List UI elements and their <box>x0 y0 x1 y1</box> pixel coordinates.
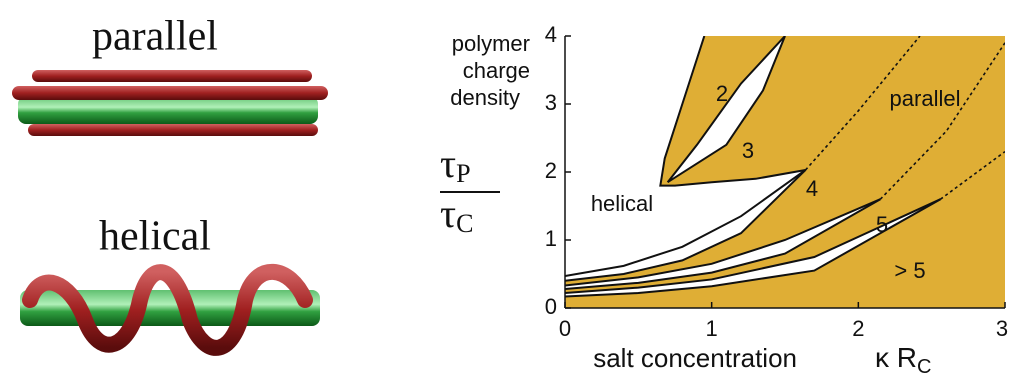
sym-sub: P <box>456 159 470 188</box>
x-tick-label: 3 <box>996 316 1008 341</box>
plot-area: 2 3 4 5> 5 helical parallel <box>565 36 1005 308</box>
region-label: helical <box>591 191 653 216</box>
rod <box>12 86 328 100</box>
x-tick-label: 2 <box>852 316 864 341</box>
x-symbol: κ RC <box>875 342 931 378</box>
region-label: 3 <box>742 138 754 163</box>
rod <box>32 70 312 82</box>
y-tick-label: 1 <box>545 226 557 251</box>
y-label: density <box>450 85 520 110</box>
y-tick-label: 4 <box>545 22 557 47</box>
sym-sub: C <box>917 356 931 378</box>
helical-title: helical <box>99 214 211 260</box>
sym-sub: C <box>456 209 473 238</box>
figure: parallel helical 2345> 5helicalparallel … <box>0 0 1014 383</box>
rod <box>28 124 318 136</box>
cylinder <box>18 96 318 124</box>
y-tick-label: 0 <box>545 294 557 319</box>
region-label: 5 <box>876 212 888 237</box>
parallel-title: parallel <box>92 14 218 60</box>
sym: τ <box>440 191 456 236</box>
region-label: parallel <box>890 86 961 111</box>
sym: τ <box>440 141 456 186</box>
y-label: charge <box>463 58 530 83</box>
region-label: > 5 <box>894 258 925 283</box>
illustrations: parallel helical <box>12 14 328 348</box>
y-symbol: τC <box>440 191 473 238</box>
x-tick-label: 1 <box>706 316 718 341</box>
y-tick-label: 2 <box>545 158 557 183</box>
y-label: polymer <box>452 31 530 56</box>
x-label: salt concentration <box>593 343 797 373</box>
x-tick-label: 0 <box>559 316 571 341</box>
y-tick-label: 3 <box>545 90 557 115</box>
sym: κ R <box>875 342 917 373</box>
region-label: 4 <box>806 176 818 201</box>
y-symbol: τP <box>440 141 471 188</box>
region-label: 2 <box>716 81 728 106</box>
